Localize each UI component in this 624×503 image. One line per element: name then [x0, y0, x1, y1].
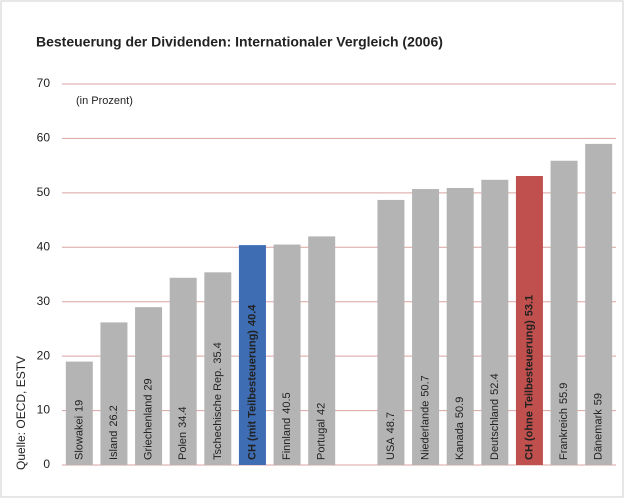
chart-title: Besteuerung der Dividenden: Internationa… [36, 34, 443, 50]
value-label: 59 [593, 393, 605, 405]
value-label: 50.9 [454, 397, 466, 418]
bar [65, 361, 93, 465]
y-tick-label: 70 [37, 76, 51, 90]
bar-label: Slowakei 19 [73, 400, 85, 460]
value-label: 52.4 [489, 373, 501, 394]
bar-label: Frankreich 55.9 [558, 383, 570, 460]
value-label: 40.4 [246, 304, 258, 326]
category-label: Polen [177, 432, 189, 460]
value-label: 34.4 [177, 406, 189, 427]
bar-label: CH (mit Teilbesteuerung) 40.4 [246, 304, 258, 460]
value-label: 26.2 [108, 405, 120, 426]
bar [308, 236, 336, 465]
y-tick-label: 30 [37, 294, 51, 308]
value-label: 42 [316, 403, 328, 415]
category-label: CH (ohne Teilbesteuerung) [523, 320, 535, 460]
bar-label: Portugal 42 [316, 403, 328, 460]
bar-label: Finnland 40.5 [281, 392, 293, 460]
bar [100, 322, 128, 465]
bar [550, 160, 578, 465]
bar-label: CH (ohne Teilbesteuerung) 53.1 [523, 295, 535, 460]
bar-label: Griechenland 29 [142, 378, 154, 460]
y-tick-label: 60 [37, 131, 51, 145]
category-label: Tschechische Rep. [212, 368, 224, 460]
bar [273, 244, 301, 465]
y-tick-label: 50 [37, 185, 51, 199]
y-tick-label: 20 [37, 348, 51, 362]
bar-label: Polen 34.4 [177, 406, 189, 460]
category-label: Deutschland [489, 399, 501, 460]
bar-label: Tschechische Rep. 35.4 [212, 342, 224, 460]
bar [238, 245, 266, 465]
category-label: CH (mit Teilbesteuerung) [246, 330, 258, 460]
value-label: 35.4 [212, 342, 224, 363]
bar [412, 189, 440, 465]
value-label: 29 [142, 378, 154, 390]
bar [204, 272, 232, 465]
bar-label: Deutschland 52.4 [489, 373, 501, 460]
category-label: Kanada [454, 421, 466, 460]
bar [585, 143, 613, 465]
bar [481, 179, 509, 465]
bar [377, 199, 405, 465]
y-tick-label: 10 [37, 403, 51, 417]
y-tick-label: 40 [37, 239, 51, 253]
value-label: 55.9 [558, 383, 570, 404]
value-label: 53.1 [523, 295, 535, 316]
annotation: (in Prozent) [76, 95, 133, 107]
category-label: Dänemark [593, 409, 605, 460]
value-label: 50.7 [419, 375, 431, 396]
y-tick-label: 0 [43, 457, 50, 471]
bar [515, 175, 543, 465]
category-label: Finnland [281, 418, 293, 460]
bar [446, 187, 474, 466]
category-label: Niederlande [419, 401, 431, 460]
value-label: 19 [73, 400, 85, 412]
category-label: Island [108, 431, 120, 460]
category-label: Portugal [316, 419, 328, 460]
bar-label: Niederlande 50.7 [419, 375, 431, 460]
bar [135, 307, 163, 465]
category-label: USA [385, 437, 397, 460]
bar-label: Kanada 50.9 [454, 397, 466, 460]
value-label: 48.7 [385, 412, 397, 433]
category-label: Frankreich [558, 408, 570, 460]
value-label: 40.5 [281, 392, 293, 413]
category-label: Slowakei [73, 416, 85, 460]
bar-label: Dänemark 59 [593, 393, 605, 460]
bar [169, 277, 197, 465]
bar-label: Island 26.2 [108, 405, 120, 460]
bar-label: USA 48.7 [385, 412, 397, 460]
category-label: Griechenland [142, 395, 154, 460]
source-label: Quelle: OECD, ESTV [14, 356, 28, 470]
